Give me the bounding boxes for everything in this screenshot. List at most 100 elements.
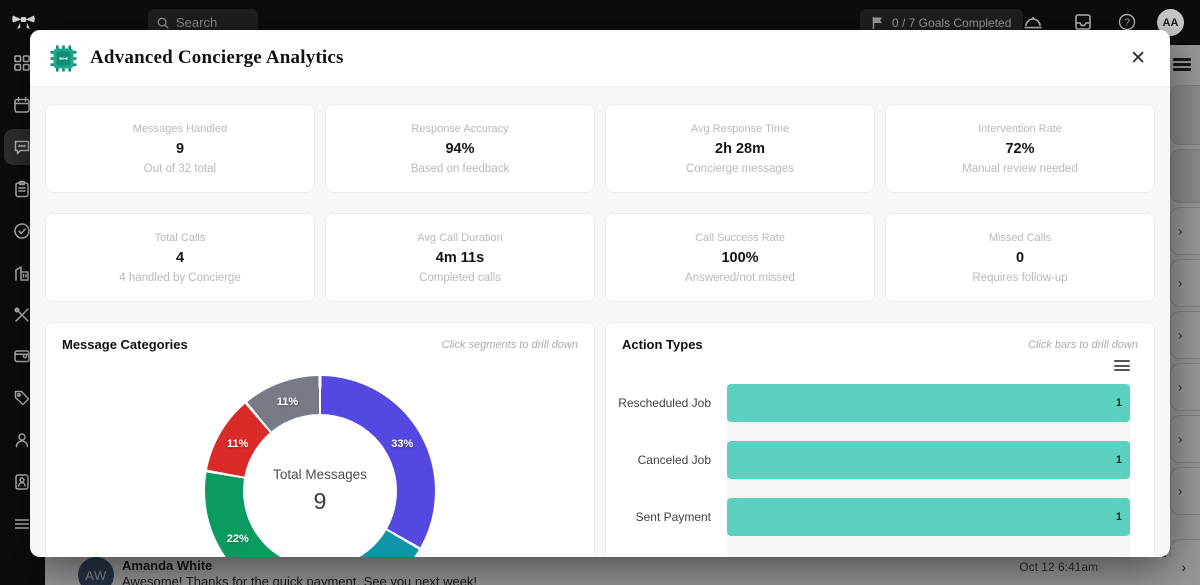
bar-row-sent-payment[interactable]: Sent Payment 1: [606, 497, 1130, 536]
clipboard-icon: [15, 180, 29, 198]
message-categories-card: Message Categories Click segments to dri…: [45, 322, 595, 557]
stat-card-response-accuracy[interactable]: Response Accuracy 94% Based on feedback: [325, 104, 595, 193]
sidebar-item-dashboard[interactable]: [4, 45, 40, 81]
sidebar-item-tools[interactable]: [4, 297, 40, 333]
tag-icon: [14, 390, 30, 406]
stat-subtext: Answered/not missed: [685, 271, 795, 284]
stat-card-avg-call-duration[interactable]: Avg Call Duration 4m 11s Completed calls: [325, 213, 595, 302]
chat-bubble-icon: [14, 140, 30, 155]
sidebar-item-customers[interactable]: [4, 422, 40, 458]
donut-segment-label: 11%: [227, 437, 249, 450]
stat-subtext: 4 handled by Concierge: [119, 271, 241, 284]
person-icon: [15, 433, 29, 448]
bar-label: Canceled Job: [637, 452, 711, 467]
bar-chart: Rescheduled Job 1 Canceled Job 1 Sent Pa…: [606, 360, 1154, 557]
chat-timestamp: Oct 12 6:41am: [1019, 560, 1098, 574]
stat-label: Avg Call Duration: [417, 231, 503, 244]
background-card: [1170, 149, 1200, 203]
background-card: ›: [1170, 467, 1200, 515]
stat-subtext: Concierge messages: [685, 162, 795, 175]
search-icon: [157, 17, 169, 29]
bar[interactable]: 1: [727, 383, 1130, 422]
menu-lines-icon: [14, 519, 30, 529]
chat-message-preview: Awesome! Thanks for the quick payment. S…: [122, 574, 478, 585]
chevron-right-icon: ›: [1178, 379, 1183, 395]
stat-value: 4: [175, 249, 185, 266]
stat-subtext: Completed calls: [419, 271, 501, 284]
bar[interactable]: 1: [727, 497, 1130, 536]
stat-label: Response Accuracy: [411, 122, 509, 135]
donut-chart[interactable]: Total Messages 9 33%22%22%11%11%: [205, 376, 435, 557]
stat-card-avg-response-time[interactable]: Avg Response Time 2h 28m Concierge messa…: [605, 104, 875, 193]
modal-body: Messages Handled 9 Out of 32 total Respo…: [30, 87, 1170, 557]
sidebar-item-calendar[interactable]: [4, 87, 40, 123]
background-chat-row: AW Amanda White Awesome! Thanks for the …: [30, 557, 1200, 585]
close-icon[interactable]: ✕: [1130, 47, 1146, 69]
search-placeholder: Search: [176, 15, 218, 30]
stat-card-messages-handled[interactable]: Messages Handled 9 Out of 32 total: [45, 104, 315, 193]
sidebar-item-contacts[interactable]: [4, 464, 40, 500]
tools-icon: [14, 307, 29, 322]
avatar: AW: [78, 557, 114, 585]
inbox-icon[interactable]: [1072, 11, 1094, 33]
donut-segment-label: 22%: [226, 532, 249, 545]
job-site-icon: [15, 266, 29, 281]
sidebar-item-tags[interactable]: [4, 380, 40, 416]
chevron-right-icon: ›: [1178, 223, 1183, 239]
chevron-right-icon: ›: [1178, 327, 1183, 343]
stat-label: Avg Response Time: [690, 122, 790, 135]
dashboard-icon: [14, 55, 30, 71]
sidebar-item-approvals[interactable]: [4, 213, 40, 249]
check-circle-icon: [14, 223, 30, 239]
stat-label: Call Success Rate: [695, 231, 785, 244]
stat-card-missed-calls[interactable]: Missed Calls 0 Requires follow-up: [885, 213, 1155, 302]
stat-subtext: Manual review needed: [962, 162, 1078, 175]
chart-title: Action Types: [622, 337, 703, 352]
bar-value: 1: [1115, 396, 1122, 409]
concierge-bell-icon[interactable]: [1022, 11, 1044, 33]
calendar-icon: [14, 96, 30, 113]
stat-subtext: Out of 32 total: [143, 162, 217, 175]
stat-label: Messages Handled: [132, 122, 228, 135]
sidebar-item-jobs[interactable]: [4, 255, 40, 291]
charts-row: Message Categories Click segments to dri…: [45, 322, 1155, 557]
bar-row-rescheduled-job[interactable]: Rescheduled Job 1: [606, 383, 1130, 422]
app-logo-bow-icon[interactable]: [10, 11, 37, 38]
chart-menu-icon[interactable]: [1114, 360, 1130, 374]
donut-segment-label: 33%: [391, 437, 414, 450]
stat-value: 9: [175, 140, 185, 157]
menu-icon: [1173, 58, 1191, 72]
background-card: ›: [1170, 207, 1200, 255]
background-card: [1170, 85, 1200, 145]
modal-header: Advanced Concierge Analytics ✕: [30, 30, 1170, 87]
stat-value: 4m 11s: [435, 249, 485, 266]
chart-hint: Click bars to drill down: [1027, 338, 1138, 351]
user-avatar[interactable]: AA: [1157, 9, 1184, 36]
chevron-right-icon: ›: [1178, 431, 1183, 447]
stat-subtext: Requires follow-up: [972, 271, 1068, 284]
action-types-card: Action Types Click bars to drill down Re…: [605, 322, 1155, 557]
donut-center-label: Total Messages: [273, 467, 367, 482]
help-icon[interactable]: ?: [1116, 11, 1138, 33]
stat-value: 100%: [721, 249, 759, 266]
chevron-right-icon: ›: [1178, 275, 1183, 291]
bar-row-canceled-job[interactable]: Canceled Job 1: [606, 440, 1130, 479]
stat-label: Missed Calls: [988, 231, 1052, 244]
stat-card-intervention-rate[interactable]: Intervention Rate 72% Manual review need…: [885, 104, 1155, 193]
stat-card-call-success-rate[interactable]: Call Success Rate 100% Answered/not miss…: [605, 213, 875, 302]
svg-text:?: ?: [1124, 18, 1130, 29]
stat-subtext: Based on feedback: [410, 162, 510, 175]
donut-segment-label: 11%: [276, 395, 299, 408]
sidebar-item-payments[interactable]: [4, 338, 40, 374]
chart-hint: Click segments to drill down: [441, 338, 578, 351]
modal-title: Advanced Concierge Analytics: [90, 47, 344, 68]
stat-card-total-calls[interactable]: Total Calls 4 4 handled by Concierge: [45, 213, 315, 302]
sidebar-item-menu[interactable]: [4, 506, 40, 542]
bar[interactable]: 1: [727, 440, 1130, 479]
bar-value: 1: [1115, 453, 1122, 466]
sidebar-item-tasks[interactable]: [4, 171, 40, 207]
chart-title: Message Categories: [62, 337, 188, 352]
chip-icon: [50, 45, 77, 71]
background-card: ›: [1170, 415, 1200, 463]
